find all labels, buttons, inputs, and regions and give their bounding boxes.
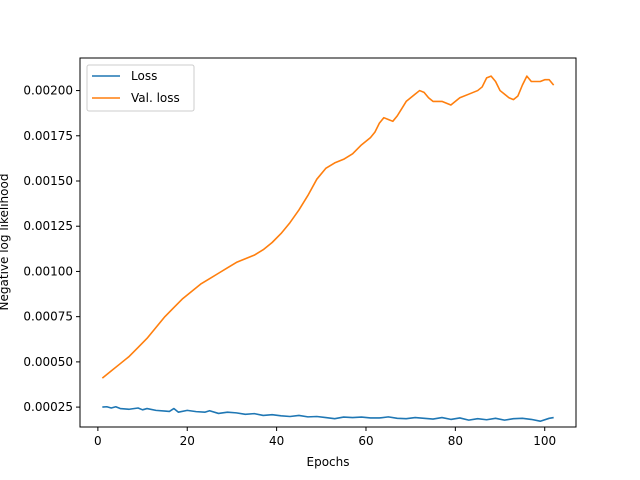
- legend: Loss Val. loss: [86, 64, 195, 112]
- x-tick-label: 40: [269, 434, 284, 448]
- y-axis-label: Negative log likelihood: [0, 174, 11, 311]
- x-axis: 0 20 40 60 80 100: [94, 427, 556, 448]
- x-tick-label: 0: [94, 434, 102, 448]
- y-tick-label: 0.00200: [23, 84, 73, 98]
- x-tick-label: 20: [180, 434, 195, 448]
- y-tick-label: 0.00075: [23, 310, 73, 324]
- y-tick-label: 0.00150: [23, 174, 73, 188]
- y-tick-label: 0.00025: [23, 400, 73, 414]
- y-tick-label: 0.00050: [23, 355, 73, 369]
- y-tick-label: 0.00175: [23, 129, 73, 143]
- legend-label-loss: Loss: [131, 69, 157, 83]
- legend-label-val-loss: Val. loss: [131, 91, 180, 105]
- series-line-val-loss: [101, 75, 555, 379]
- plot-layer: [101, 75, 555, 423]
- y-axis: 0.00025 0.00050 0.00075 0.00100 0.00125 0.001…: [23, 84, 80, 414]
- x-tick-label: 60: [358, 434, 373, 448]
- series-line-loss: [102, 405, 554, 423]
- y-tick-label: 0.00100: [23, 264, 73, 278]
- plot-frame: [79, 57, 577, 428]
- x-tick-label: 80: [448, 434, 463, 448]
- x-tick-label: 100: [533, 434, 556, 448]
- y-tick-label: 0.00125: [23, 219, 73, 233]
- x-axis-label: Epochs: [307, 455, 350, 469]
